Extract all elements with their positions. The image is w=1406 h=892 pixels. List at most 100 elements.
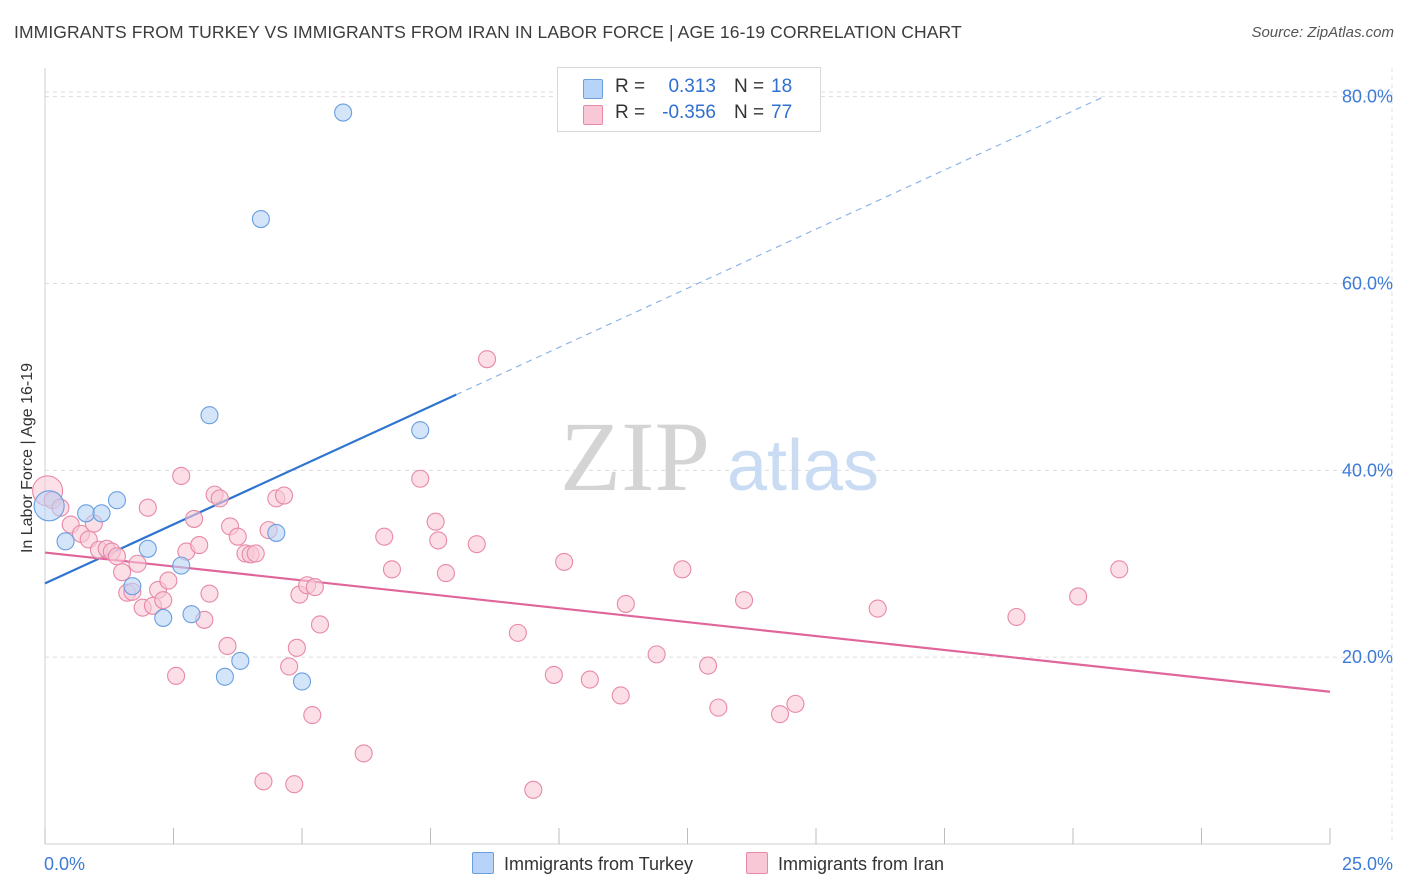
iran-r-value: -0.356 xyxy=(662,102,716,123)
iran-point xyxy=(673,560,692,579)
iran-point xyxy=(113,563,132,582)
data-points xyxy=(32,103,1129,799)
watermark-zip: ZIP xyxy=(560,401,710,512)
turkey-legend-swatch xyxy=(472,852,494,874)
trendlines xyxy=(44,96,1331,693)
iran-r-label: R = xyxy=(615,102,646,123)
legend-item-iran[interactable]: Immigrants from Iran xyxy=(746,852,944,875)
iran-n-value: 77 xyxy=(771,102,793,123)
iran-point xyxy=(280,657,299,676)
turkey-point xyxy=(231,651,250,670)
correlation-legend: R = 0.313 N = 18 R = -0.356 N = 77 xyxy=(557,67,821,132)
iran-point xyxy=(467,535,486,554)
iran-point xyxy=(544,665,563,684)
x-tick-label-start: 0.0% xyxy=(44,854,85,874)
iran-point xyxy=(287,638,306,657)
iran-point xyxy=(1069,587,1088,606)
turkey-point xyxy=(123,577,142,596)
iran-point xyxy=(382,560,402,579)
turkey-point xyxy=(182,605,201,624)
y-tick-label: 20.0% xyxy=(1342,647,1393,667)
turkey-point xyxy=(77,504,96,523)
turkey-n-value: 18 xyxy=(771,76,793,97)
turkey-n-label: N = xyxy=(734,76,765,97)
turkey-point xyxy=(200,406,219,425)
turkey-point xyxy=(56,532,75,551)
iran-point xyxy=(699,656,718,675)
iran-point xyxy=(310,615,330,634)
y-axis-label: In Labor Force | Age 16-19 xyxy=(19,362,36,554)
turkey-point xyxy=(267,523,286,542)
legend-item-turkey[interactable]: Immigrants from Turkey xyxy=(472,852,693,875)
iran-legend-swatch xyxy=(746,852,768,874)
iran-point xyxy=(375,527,394,546)
iran-point xyxy=(274,486,294,505)
iran-point xyxy=(218,636,237,656)
iran-point xyxy=(210,489,229,508)
iran-legend-label: Immigrants from Iran xyxy=(778,854,945,874)
y-tick-label: 80.0% xyxy=(1342,87,1393,107)
turkey-point xyxy=(292,672,312,691)
iran-point xyxy=(411,469,430,488)
iran-point xyxy=(616,594,635,613)
iran-point xyxy=(172,466,191,485)
iran-trendline xyxy=(44,551,1331,693)
iran-point xyxy=(305,578,324,597)
iran-swatch xyxy=(583,105,603,125)
turkey-point xyxy=(251,210,270,229)
turkey-point xyxy=(154,608,173,627)
tick-labels: 20.0% 40.0% 60.0% 80.0% 0.0% 25.0% xyxy=(44,87,1393,874)
iran-point xyxy=(580,670,599,689)
iran-point xyxy=(786,694,805,713)
iran-point xyxy=(246,544,265,563)
iran-point xyxy=(611,686,630,705)
iran-point xyxy=(303,706,322,725)
iran-point xyxy=(477,350,497,369)
iran-point xyxy=(647,645,666,664)
turkey-point xyxy=(33,490,65,522)
turkey-point xyxy=(138,539,157,558)
iran-point xyxy=(167,666,186,685)
turkey-point xyxy=(411,421,430,440)
iran-point xyxy=(436,564,455,583)
iran-point xyxy=(228,527,247,546)
axes xyxy=(44,68,1331,845)
iran-point xyxy=(770,705,790,724)
watermark: ZIP atlas xyxy=(560,401,879,512)
iran-point xyxy=(190,536,209,555)
turkey-point xyxy=(107,491,127,510)
turkey-legend-label: Immigrants from Turkey xyxy=(504,854,694,874)
y-tick-label: 40.0% xyxy=(1342,460,1393,480)
iran-point xyxy=(555,552,574,571)
iran-point xyxy=(128,554,147,573)
iran-point xyxy=(508,623,527,642)
iran-point xyxy=(1110,560,1129,579)
chart-title: IMMIGRANTS FROM TURKEY VS IMMIGRANTS FRO… xyxy=(14,22,962,42)
y-tick-label: 60.0% xyxy=(1342,274,1393,294)
turkey-r-label: R = xyxy=(615,76,646,97)
iran-point xyxy=(868,599,887,618)
iran-point xyxy=(354,744,373,763)
iran-point xyxy=(159,571,178,590)
gridlines xyxy=(45,68,1393,844)
x-tick-label-end: 25.0% xyxy=(1342,854,1393,874)
turkey-point xyxy=(215,667,234,686)
iran-point xyxy=(185,509,204,528)
iran-point xyxy=(429,531,448,550)
iran-point xyxy=(524,780,543,799)
turkey-point xyxy=(92,504,111,523)
iran-point xyxy=(107,547,127,566)
turkey-point xyxy=(334,103,353,122)
iran-point xyxy=(254,772,273,791)
iran-point xyxy=(426,512,445,531)
watermark-atlas: atlas xyxy=(727,426,879,506)
iran-point xyxy=(154,591,173,610)
turkey-point xyxy=(172,556,191,575)
iran-point xyxy=(138,498,157,517)
turkey-swatch xyxy=(583,79,603,99)
turkey-r-value: 0.313 xyxy=(668,76,716,97)
iran-point xyxy=(200,584,219,603)
iran-point xyxy=(709,698,728,717)
iran-point xyxy=(1007,607,1026,627)
